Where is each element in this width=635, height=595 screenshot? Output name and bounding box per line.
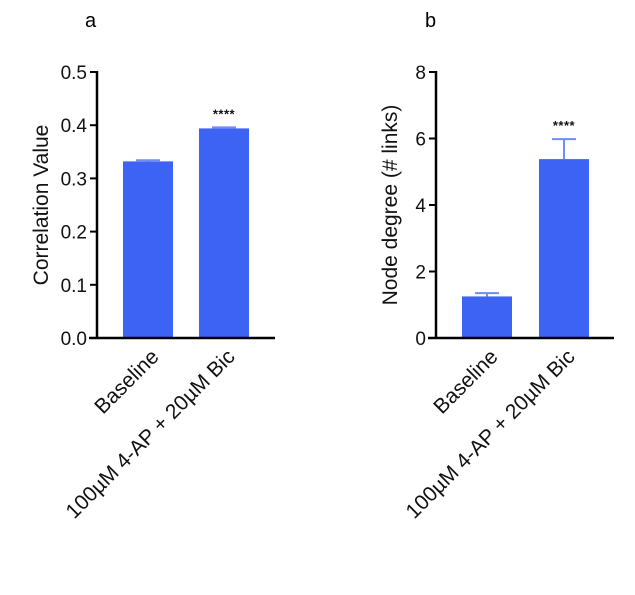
panel-a-label: a (85, 10, 97, 32)
panel-b-y-tick-label: 8 (415, 63, 426, 84)
panel-a-significance-label: **** (213, 106, 236, 121)
panel-b-significance-label: **** (553, 118, 576, 133)
panel-a-bar (199, 128, 249, 338)
panel-b-bars: **** (462, 118, 589, 338)
panel-b-y-ticks: 0 2 4 6 8 (415, 63, 436, 350)
panel-a-category-label: Baseline (90, 345, 163, 418)
panel-a-y-tick-label: 0.4 (61, 116, 88, 137)
panel-b-axes (428, 71, 614, 340)
panel-b-chart: b Node degree (# links) 0 2 4 6 8 **** Basel… (379, 10, 614, 523)
panel-a-y-tick-label: 0.3 (61, 169, 87, 190)
panel-a-y-ticks: 0.0 0.1 0.2 0.3 0.4 0.5 (61, 63, 97, 350)
panel-a-bar (123, 161, 173, 338)
panel-b-bar (539, 159, 589, 338)
panel-b-y-tick-label: 2 (415, 263, 426, 284)
panel-b-y-tick-label: 0 (415, 329, 426, 350)
panel-a-y-tick-label: 0.1 (61, 276, 87, 297)
panel-b-label: b (425, 10, 436, 32)
panel-b-category-label: Baseline (429, 345, 502, 418)
panel-b-y-tick-label: 6 (415, 130, 426, 151)
panel-b-y-tick-label: 4 (415, 196, 426, 217)
panel-a-chart: a Correlation Value 0.0 0.1 0.2 0.3 0.4 0.5 *… (30, 10, 275, 523)
panel-a-axes (89, 71, 275, 340)
panel-b-bar (462, 296, 512, 338)
panel-a-y-axis-title: Correlation Value (30, 125, 53, 286)
panel-b-y-axis-title: Node degree (# links) (379, 105, 402, 306)
panel-a-bars: **** (123, 106, 249, 338)
panel-a-y-tick-label: 0.5 (61, 63, 87, 84)
panel-a-y-tick-label: 0.2 (61, 223, 87, 244)
panel-a-y-tick-label: 0.0 (61, 329, 87, 350)
